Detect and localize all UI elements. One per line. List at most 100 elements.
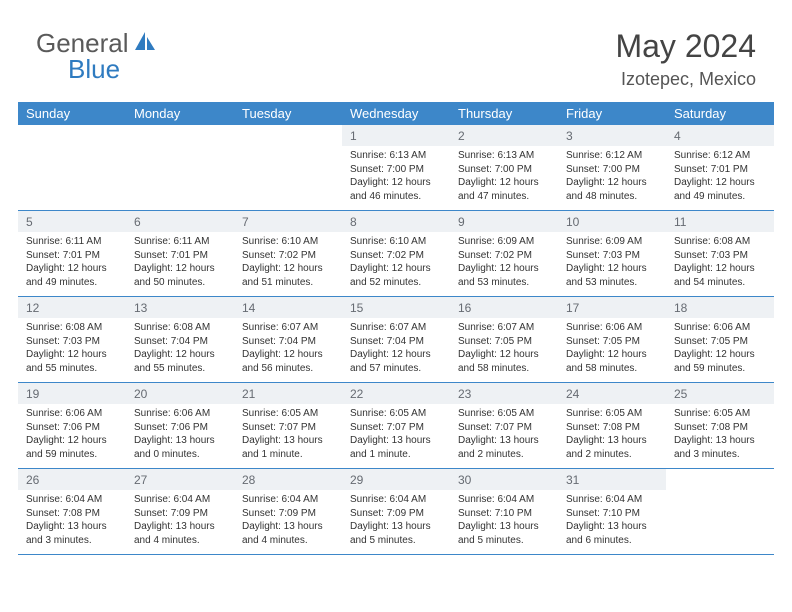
day-ss: Sunset: 7:08 PM xyxy=(674,421,766,435)
day-cell: 18Sunrise: 6:06 AMSunset: 7:05 PMDayligh… xyxy=(666,297,774,382)
day-cell: 6Sunrise: 6:11 AMSunset: 7:01 PMDaylight… xyxy=(126,211,234,296)
day-dl2: and 1 minute. xyxy=(242,448,334,462)
day-cell: 17Sunrise: 6:06 AMSunset: 7:05 PMDayligh… xyxy=(558,297,666,382)
day-ss: Sunset: 7:06 PM xyxy=(26,421,118,435)
day-ss: Sunset: 7:07 PM xyxy=(350,421,442,435)
day-number: 20 xyxy=(126,383,234,404)
day-dl1: Daylight: 12 hours xyxy=(350,348,442,362)
day-body: Sunrise: 6:11 AMSunset: 7:01 PMDaylight:… xyxy=(18,232,126,295)
day-sr: Sunrise: 6:10 AM xyxy=(350,235,442,249)
day-sr: Sunrise: 6:11 AM xyxy=(134,235,226,249)
day-cell: 5Sunrise: 6:11 AMSunset: 7:01 PMDaylight… xyxy=(18,211,126,296)
day-sr: Sunrise: 6:12 AM xyxy=(674,149,766,163)
day-body: Sunrise: 6:12 AMSunset: 7:00 PMDaylight:… xyxy=(558,146,666,209)
day-ss: Sunset: 7:03 PM xyxy=(26,335,118,349)
day-number: 15 xyxy=(342,297,450,318)
weeks-container: 1Sunrise: 6:13 AMSunset: 7:00 PMDaylight… xyxy=(18,125,774,555)
day-cell: 10Sunrise: 6:09 AMSunset: 7:03 PMDayligh… xyxy=(558,211,666,296)
day-number: 19 xyxy=(18,383,126,404)
day-ss: Sunset: 7:09 PM xyxy=(242,507,334,521)
day-sr: Sunrise: 6:06 AM xyxy=(566,321,658,335)
day-number: 26 xyxy=(18,469,126,490)
day-dl2: and 58 minutes. xyxy=(458,362,550,376)
day-ss: Sunset: 7:02 PM xyxy=(242,249,334,263)
logo: General Blue xyxy=(36,28,159,59)
day-dl2: and 5 minutes. xyxy=(458,534,550,548)
day-ss: Sunset: 7:00 PM xyxy=(458,163,550,177)
week-row: 19Sunrise: 6:06 AMSunset: 7:06 PMDayligh… xyxy=(18,383,774,469)
day-cell: 9Sunrise: 6:09 AMSunset: 7:02 PMDaylight… xyxy=(450,211,558,296)
day-sr: Sunrise: 6:06 AM xyxy=(674,321,766,335)
weekday-header-row: Sunday Monday Tuesday Wednesday Thursday… xyxy=(18,102,774,125)
day-dl1: Daylight: 12 hours xyxy=(26,262,118,276)
day-ss: Sunset: 7:01 PM xyxy=(26,249,118,263)
day-dl1: Daylight: 13 hours xyxy=(458,434,550,448)
week-row: 5Sunrise: 6:11 AMSunset: 7:01 PMDaylight… xyxy=(18,211,774,297)
day-cell: 27Sunrise: 6:04 AMSunset: 7:09 PMDayligh… xyxy=(126,469,234,554)
day-ss: Sunset: 7:10 PM xyxy=(566,507,658,521)
day-number: 22 xyxy=(342,383,450,404)
day-dl2: and 4 minutes. xyxy=(134,534,226,548)
day-number: 31 xyxy=(558,469,666,490)
day-body: Sunrise: 6:08 AMSunset: 7:03 PMDaylight:… xyxy=(18,318,126,381)
day-cell: 19Sunrise: 6:06 AMSunset: 7:06 PMDayligh… xyxy=(18,383,126,468)
day-number: 12 xyxy=(18,297,126,318)
day-sr: Sunrise: 6:09 AM xyxy=(458,235,550,249)
day-cell: 14Sunrise: 6:07 AMSunset: 7:04 PMDayligh… xyxy=(234,297,342,382)
day-dl2: and 49 minutes. xyxy=(26,276,118,290)
logo-text-blue: Blue xyxy=(68,54,120,85)
title-block: May 2024 Izotepec, Mexico xyxy=(615,28,756,90)
day-ss: Sunset: 7:07 PM xyxy=(242,421,334,435)
day-body: Sunrise: 6:04 AMSunset: 7:08 PMDaylight:… xyxy=(18,490,126,553)
day-dl1: Daylight: 12 hours xyxy=(350,262,442,276)
day-dl1: Daylight: 12 hours xyxy=(566,176,658,190)
day-dl1: Daylight: 12 hours xyxy=(242,262,334,276)
day-dl2: and 5 minutes. xyxy=(350,534,442,548)
day-dl1: Daylight: 13 hours xyxy=(242,520,334,534)
day-ss: Sunset: 7:04 PM xyxy=(350,335,442,349)
day-sr: Sunrise: 6:13 AM xyxy=(458,149,550,163)
day-cell xyxy=(126,125,234,210)
day-dl1: Daylight: 13 hours xyxy=(458,520,550,534)
day-number: 24 xyxy=(558,383,666,404)
day-cell: 31Sunrise: 6:04 AMSunset: 7:10 PMDayligh… xyxy=(558,469,666,554)
day-sr: Sunrise: 6:10 AM xyxy=(242,235,334,249)
day-sr: Sunrise: 6:05 AM xyxy=(350,407,442,421)
day-dl2: and 2 minutes. xyxy=(458,448,550,462)
weekday-header: Sunday xyxy=(18,102,126,125)
day-number: 27 xyxy=(126,469,234,490)
day-dl2: and 46 minutes. xyxy=(350,190,442,204)
day-dl2: and 49 minutes. xyxy=(674,190,766,204)
day-sr: Sunrise: 6:05 AM xyxy=(458,407,550,421)
sail-icon xyxy=(135,32,157,57)
day-body: Sunrise: 6:10 AMSunset: 7:02 PMDaylight:… xyxy=(342,232,450,295)
weekday-header: Wednesday xyxy=(342,102,450,125)
day-ss: Sunset: 7:09 PM xyxy=(134,507,226,521)
day-sr: Sunrise: 6:05 AM xyxy=(566,407,658,421)
day-sr: Sunrise: 6:12 AM xyxy=(566,149,658,163)
day-ss: Sunset: 7:02 PM xyxy=(350,249,442,263)
day-cell: 26Sunrise: 6:04 AMSunset: 7:08 PMDayligh… xyxy=(18,469,126,554)
day-sr: Sunrise: 6:04 AM xyxy=(242,493,334,507)
day-body: Sunrise: 6:06 AMSunset: 7:06 PMDaylight:… xyxy=(18,404,126,467)
day-ss: Sunset: 7:08 PM xyxy=(566,421,658,435)
day-body: Sunrise: 6:06 AMSunset: 7:05 PMDaylight:… xyxy=(558,318,666,381)
month-title: May 2024 xyxy=(615,28,756,65)
day-dl2: and 57 minutes. xyxy=(350,362,442,376)
day-ss: Sunset: 7:06 PM xyxy=(134,421,226,435)
day-body: Sunrise: 6:06 AMSunset: 7:05 PMDaylight:… xyxy=(666,318,774,381)
day-sr: Sunrise: 6:04 AM xyxy=(26,493,118,507)
day-sr: Sunrise: 6:04 AM xyxy=(566,493,658,507)
day-dl2: and 54 minutes. xyxy=(674,276,766,290)
day-ss: Sunset: 7:08 PM xyxy=(26,507,118,521)
header: General Blue May 2024 Izotepec, Mexico xyxy=(0,0,792,102)
day-number: 2 xyxy=(450,125,558,146)
day-cell: 23Sunrise: 6:05 AMSunset: 7:07 PMDayligh… xyxy=(450,383,558,468)
week-row: 1Sunrise: 6:13 AMSunset: 7:00 PMDaylight… xyxy=(18,125,774,211)
day-ss: Sunset: 7:10 PM xyxy=(458,507,550,521)
day-cell: 11Sunrise: 6:08 AMSunset: 7:03 PMDayligh… xyxy=(666,211,774,296)
day-dl1: Daylight: 12 hours xyxy=(458,348,550,362)
day-number: 29 xyxy=(342,469,450,490)
day-number: 10 xyxy=(558,211,666,232)
day-number: 16 xyxy=(450,297,558,318)
